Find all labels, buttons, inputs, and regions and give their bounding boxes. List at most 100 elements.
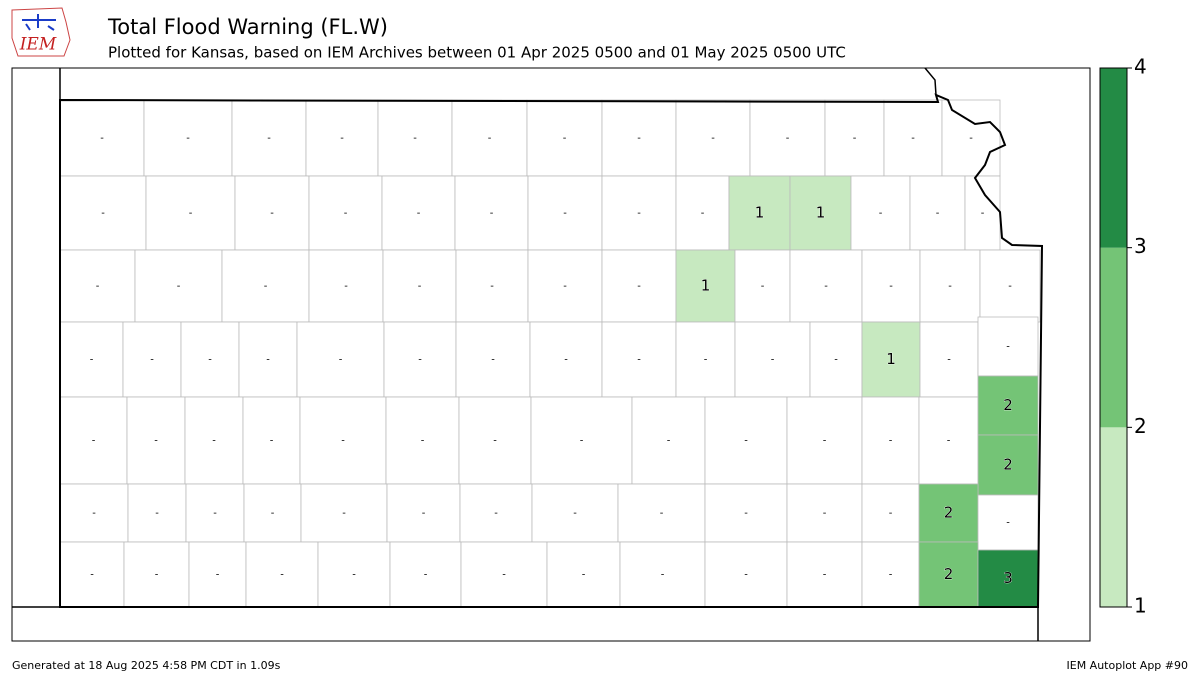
county bbox=[919, 249, 981, 323]
county-label: - bbox=[564, 355, 568, 366]
subtitle: Plotted for Kansas, based on IEM Archive… bbox=[108, 44, 846, 62]
county bbox=[728, 175, 791, 251]
county bbox=[377, 99, 453, 177]
county-label: - bbox=[582, 570, 586, 581]
county-label: - bbox=[417, 208, 421, 219]
county-label: - bbox=[889, 570, 893, 581]
county-label: - bbox=[948, 281, 952, 292]
footer-left: Generated at 18 Aug 2025 4:58 PM CDT in … bbox=[12, 659, 281, 672]
county-label: - bbox=[339, 355, 343, 366]
state-borders bbox=[12, 67, 1039, 641]
county bbox=[977, 549, 1039, 608]
county bbox=[454, 175, 529, 251]
county bbox=[749, 99, 826, 177]
county-label: - bbox=[947, 436, 951, 447]
footer-right: IEM Autoplot App #90 bbox=[1067, 659, 1189, 672]
colorbar-tick-label: 3 bbox=[1134, 234, 1147, 258]
county-label: - bbox=[493, 436, 497, 447]
colorbar-segment bbox=[1100, 427, 1127, 607]
county bbox=[145, 175, 236, 251]
county-label: - bbox=[502, 570, 506, 581]
county-label: - bbox=[90, 355, 94, 366]
county bbox=[126, 396, 186, 485]
county bbox=[184, 396, 244, 485]
county bbox=[977, 316, 1039, 377]
county bbox=[909, 175, 966, 251]
county-label: - bbox=[823, 436, 827, 447]
county bbox=[389, 541, 462, 608]
county bbox=[850, 175, 911, 251]
county-label: - bbox=[266, 355, 270, 366]
county bbox=[786, 483, 863, 543]
county-value: 1 bbox=[886, 350, 896, 368]
county-label: - bbox=[823, 570, 827, 581]
county-label: - bbox=[150, 355, 154, 366]
county bbox=[381, 175, 456, 251]
county-label: - bbox=[823, 508, 827, 519]
logo: IEM bbox=[11, 7, 71, 57]
county-label: - bbox=[212, 436, 216, 447]
county bbox=[185, 483, 245, 543]
county-value: 2 bbox=[944, 565, 954, 583]
county-label: - bbox=[490, 208, 494, 219]
county bbox=[601, 321, 677, 398]
county-label: - bbox=[280, 570, 284, 581]
county-label: - bbox=[786, 133, 790, 144]
county-label: - bbox=[889, 436, 893, 447]
county bbox=[704, 396, 788, 485]
county bbox=[308, 249, 384, 323]
county bbox=[459, 483, 533, 543]
county-label: - bbox=[661, 570, 665, 581]
county bbox=[317, 541, 391, 608]
county-label: - bbox=[660, 508, 664, 519]
county-label: - bbox=[879, 208, 883, 219]
county-label: - bbox=[711, 133, 715, 144]
county-label: - bbox=[418, 281, 422, 292]
counties: - - - - - - - - - - - - - - - - - - - - - - 1 1 - - - - - - - - - - - 1 - - - -… bbox=[59, 99, 1041, 608]
county bbox=[824, 99, 885, 177]
county-label: - bbox=[155, 508, 159, 519]
county bbox=[243, 483, 302, 543]
county bbox=[188, 541, 247, 608]
county bbox=[123, 541, 190, 608]
county bbox=[546, 541, 621, 608]
county-label: - bbox=[911, 133, 915, 144]
county bbox=[675, 99, 751, 177]
county bbox=[59, 321, 124, 398]
county-label: - bbox=[667, 436, 671, 447]
county bbox=[861, 483, 920, 543]
county-label: - bbox=[494, 508, 498, 519]
county bbox=[619, 541, 706, 608]
county bbox=[127, 483, 187, 543]
county-label: - bbox=[491, 355, 495, 366]
county bbox=[59, 396, 128, 485]
county bbox=[786, 541, 863, 608]
logo-text: IEM bbox=[19, 35, 57, 55]
county bbox=[786, 396, 863, 485]
county bbox=[675, 249, 736, 323]
county-value: 2 bbox=[944, 504, 954, 522]
county bbox=[59, 483, 129, 543]
county-label: - bbox=[422, 508, 426, 519]
county-label: - bbox=[267, 133, 271, 144]
colorbar-segment bbox=[1100, 68, 1127, 248]
county-label: - bbox=[637, 281, 641, 292]
county-label: - bbox=[1008, 281, 1012, 292]
county bbox=[383, 321, 457, 398]
county-label: - bbox=[264, 281, 268, 292]
county-label: - bbox=[92, 436, 96, 447]
county-label: - bbox=[824, 281, 828, 292]
county-label: - bbox=[154, 436, 158, 447]
county-label: - bbox=[344, 208, 348, 219]
county-label: - bbox=[834, 355, 838, 366]
county bbox=[861, 541, 920, 608]
county-label: - bbox=[744, 508, 748, 519]
county bbox=[458, 396, 532, 485]
county-label: - bbox=[421, 436, 425, 447]
county-label: - bbox=[1006, 342, 1010, 353]
county-label: - bbox=[580, 436, 584, 447]
county-label: - bbox=[213, 508, 217, 519]
county-label: - bbox=[340, 133, 344, 144]
colorbar-tick-label: 4 bbox=[1134, 55, 1147, 79]
county bbox=[221, 249, 310, 323]
